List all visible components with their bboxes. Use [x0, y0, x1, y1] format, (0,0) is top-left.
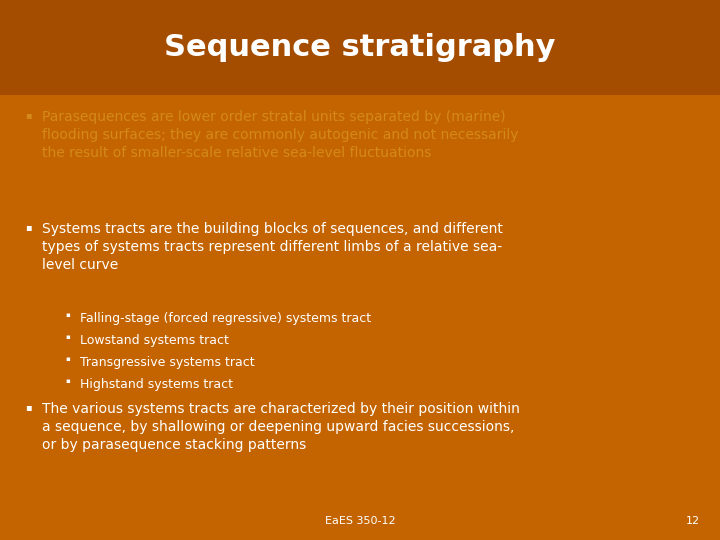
Text: ▪: ▪ [24, 110, 31, 120]
Text: ▪: ▪ [66, 312, 71, 318]
Text: Transgressive systems tract: Transgressive systems tract [80, 356, 255, 369]
Text: 12: 12 [686, 516, 700, 526]
Text: ▪: ▪ [66, 334, 71, 340]
Bar [0, 0, 720, 95]
Text: Falling-stage (forced regressive) systems tract: Falling-stage (forced regressive) system… [80, 312, 371, 325]
Text: ▪: ▪ [66, 378, 71, 384]
Text: Lowstand systems tract: Lowstand systems tract [80, 334, 229, 347]
Text: The various systems tracts are characterized by their position within
a sequence: The various systems tracts are character… [42, 402, 520, 451]
Text: ▪: ▪ [24, 402, 31, 412]
Text: Sequence stratigraphy: Sequence stratigraphy [164, 33, 556, 62]
Text: ▪: ▪ [66, 356, 71, 362]
Text: Parasequences are lower order stratal units separated by (marine)
flooding surfa: Parasequences are lower order stratal un… [42, 110, 518, 160]
Text: Highstand systems tract: Highstand systems tract [80, 378, 233, 391]
Text: EaES 350-12: EaES 350-12 [325, 516, 395, 526]
Text: ▪: ▪ [24, 222, 31, 232]
Text: Systems tracts are the building blocks of sequences, and different
types of syst: Systems tracts are the building blocks o… [42, 222, 503, 272]
